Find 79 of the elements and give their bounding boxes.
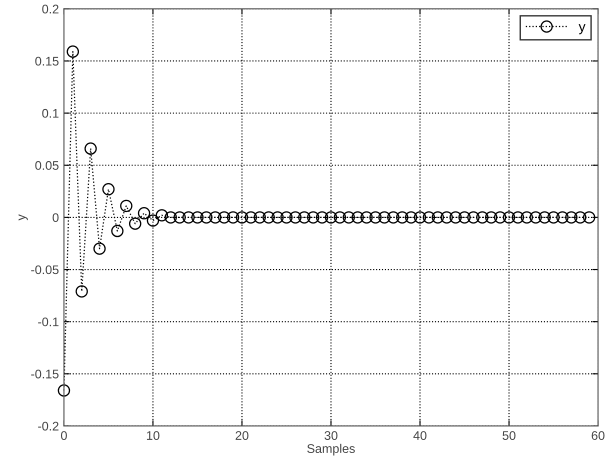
y-tick-label: 0 — [52, 213, 59, 222]
point — [404, 211, 418, 224]
y-tick-label: 0.2 — [42, 4, 58, 14]
point — [378, 211, 391, 224]
point — [458, 211, 471, 224]
point — [520, 211, 534, 224]
y-tick-label: -0.15 — [31, 370, 59, 378]
point — [547, 211, 560, 224]
point — [271, 211, 284, 224]
point — [262, 211, 275, 224]
point — [244, 211, 258, 224]
point — [128, 217, 142, 230]
point — [298, 211, 310, 224]
point — [111, 224, 124, 238]
y-tick-label: -0.05 — [31, 265, 59, 274]
point — [200, 211, 213, 224]
point — [582, 211, 596, 224]
point — [342, 211, 355, 224]
point — [76, 285, 88, 298]
point — [84, 142, 97, 155]
point — [316, 211, 328, 224]
x-tick-label: 60 — [592, 431, 604, 440]
point — [66, 45, 80, 58]
y-tick-label: -0.1 — [38, 317, 58, 326]
point — [485, 211, 498, 224]
point — [414, 211, 426, 224]
y-tick-label: 0.05 — [35, 161, 59, 170]
point — [334, 211, 346, 224]
point — [502, 211, 516, 224]
x-tick-label: 10 — [146, 431, 160, 440]
point — [360, 211, 373, 224]
point — [565, 211, 578, 224]
x-tick-label: 50 — [502, 431, 516, 440]
point — [324, 211, 338, 224]
point — [467, 211, 480, 224]
point — [173, 211, 186, 224]
y-tick-label: 0.15 — [35, 56, 59, 66]
point — [191, 211, 204, 224]
point — [574, 211, 586, 224]
legend-label: y — [578, 24, 586, 34]
point — [93, 242, 106, 255]
point — [226, 211, 240, 224]
x-axis-title: Samples — [307, 444, 355, 456]
point — [556, 211, 569, 224]
point — [146, 214, 160, 227]
point — [102, 183, 115, 196]
point — [164, 211, 177, 224]
point — [352, 211, 364, 224]
y-tick-label: 0.1 — [42, 108, 58, 118]
point — [494, 211, 506, 224]
point — [289, 211, 302, 224]
point — [530, 211, 542, 224]
point — [58, 384, 70, 397]
point — [307, 211, 320, 224]
point — [396, 211, 408, 224]
point — [254, 211, 266, 224]
y-tick-label: -0.2 — [38, 422, 58, 431]
point — [387, 211, 400, 224]
point — [138, 207, 150, 220]
point — [182, 211, 195, 224]
point — [369, 211, 382, 224]
point — [218, 211, 230, 224]
point — [432, 211, 444, 224]
y-axis-title: y — [18, 214, 28, 220]
x-tick-label: 40 — [413, 431, 426, 440]
point — [538, 211, 551, 224]
x-tick-label: 30 — [324, 431, 338, 440]
point — [440, 211, 453, 224]
point — [236, 211, 248, 224]
point — [422, 211, 436, 224]
point — [209, 211, 222, 224]
point — [449, 211, 462, 224]
x-tick-label: 0 — [60, 431, 67, 440]
point — [120, 200, 132, 212]
point — [156, 209, 168, 222]
point — [280, 211, 293, 224]
point — [476, 211, 488, 224]
point — [512, 211, 524, 224]
x-tick-label: 20 — [236, 431, 248, 440]
